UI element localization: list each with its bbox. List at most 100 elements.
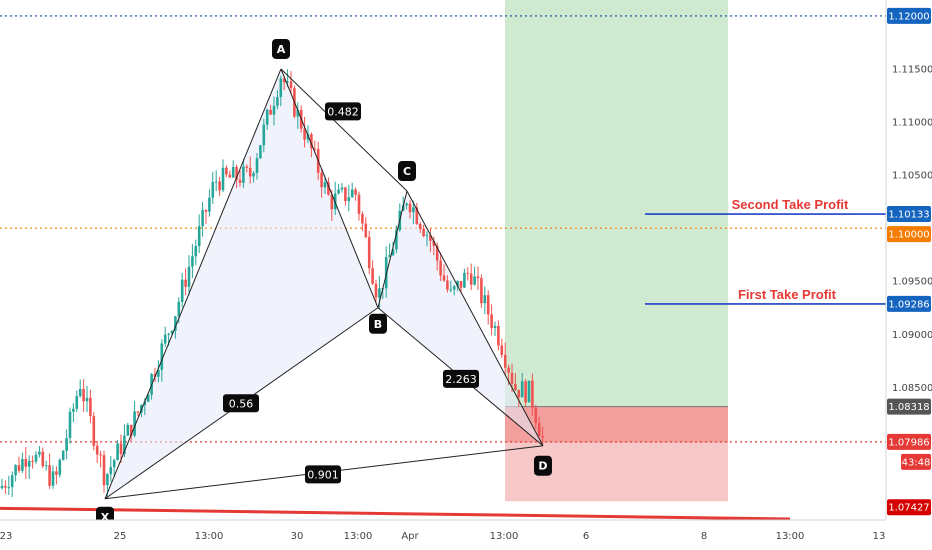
candle <box>231 160 235 178</box>
candles <box>0 69 544 498</box>
candle <box>429 228 432 253</box>
candle <box>405 202 408 210</box>
candle <box>61 449 65 461</box>
trendline[interactable] <box>0 506 791 521</box>
candle <box>415 202 419 226</box>
candle <box>537 416 541 437</box>
svg-text:43:48: 43:48 <box>902 457 931 468</box>
svg-text:0.901: 0.901 <box>307 468 339 481</box>
candle <box>72 403 75 423</box>
candle <box>279 75 283 107</box>
candle <box>218 176 221 197</box>
candle <box>201 202 204 237</box>
price-tag: 1.10000 <box>887 226 931 243</box>
candle <box>112 458 116 478</box>
candle <box>245 164 249 173</box>
time-tick: 25 <box>114 531 127 542</box>
candle <box>432 236 436 256</box>
candle <box>354 187 357 201</box>
candle <box>412 200 415 225</box>
candle <box>51 465 55 489</box>
candle <box>34 451 38 464</box>
ratio-label[interactable]: 0.56 <box>223 394 259 413</box>
time-tick: 13:00 <box>195 531 224 542</box>
pattern-line-cd[interactable] <box>406 190 544 446</box>
time-tick: 13 <box>873 531 886 542</box>
take-profit-lines: Second Take Profit First Take Profit <box>645 197 886 305</box>
pattern-line-bc[interactable] <box>377 190 408 308</box>
svg-text:2.263: 2.263 <box>445 373 477 386</box>
candle <box>92 411 96 451</box>
price-tick: 1.09500 <box>892 277 932 288</box>
price-tick: 1.09000 <box>892 330 932 341</box>
time-tick: 30 <box>291 531 304 542</box>
time-tick: 23 <box>0 531 12 542</box>
candle <box>265 108 269 130</box>
pattern-line-xa[interactable] <box>104 68 282 499</box>
candle <box>490 304 493 336</box>
ratio-label[interactable]: 0.482 <box>325 102 361 121</box>
candle <box>446 275 449 293</box>
pattern-point-d[interactable]: D <box>534 455 552 476</box>
svg-text:1.08318: 1.08318 <box>888 402 929 413</box>
candle <box>55 466 58 485</box>
ratio-label[interactable]: 0.901 <box>305 465 341 484</box>
pattern-point-b[interactable]: B <box>369 313 387 334</box>
candle <box>65 429 68 460</box>
pattern-fill <box>105 68 543 499</box>
candle <box>7 475 11 495</box>
svg-text:D: D <box>538 460 547 473</box>
candle <box>102 450 106 493</box>
price-tag: 1.07427 <box>887 499 931 516</box>
candle <box>255 153 259 180</box>
candle <box>493 321 497 337</box>
candle <box>14 464 17 482</box>
pattern-point-c[interactable]: C <box>398 161 416 182</box>
take-profit-label: Second Take Profit <box>732 197 849 212</box>
svg-text:X: X <box>101 511 110 524</box>
pattern-point-a[interactable]: A <box>272 38 290 59</box>
price-axis[interactable] <box>885 0 932 520</box>
candle <box>262 118 266 153</box>
candle <box>4 480 7 494</box>
candle <box>442 264 446 282</box>
candle <box>24 447 28 480</box>
svg-text:B: B <box>374 318 382 331</box>
candle <box>276 90 279 110</box>
candle <box>248 156 252 184</box>
svg-text:C: C <box>403 165 411 178</box>
price-tag: 1.10133 <box>887 206 931 223</box>
time-axis[interactable] <box>0 519 932 550</box>
candle <box>180 272 184 308</box>
candle <box>364 217 368 239</box>
candle <box>486 290 490 325</box>
candle <box>0 478 4 490</box>
candle <box>191 244 194 278</box>
candle <box>82 379 85 413</box>
candle <box>476 266 480 290</box>
profit-zone <box>505 0 728 407</box>
candle <box>136 410 140 417</box>
svg-text:1.07986: 1.07986 <box>888 437 929 448</box>
ratio-label[interactable]: 2.263 <box>443 369 479 388</box>
candle <box>374 279 378 304</box>
candle <box>204 209 208 225</box>
candle <box>58 458 62 478</box>
candle <box>371 260 374 286</box>
price-tag: 43:48 <box>901 453 931 470</box>
candle <box>541 426 544 447</box>
candle <box>252 171 255 183</box>
pattern-line-ac[interactable] <box>280 68 408 192</box>
candle <box>187 255 191 296</box>
candle <box>21 452 24 474</box>
candle <box>439 252 442 281</box>
candle <box>418 222 422 234</box>
pattern-line-ab[interactable] <box>280 68 379 308</box>
svg-text:0.482: 0.482 <box>327 105 359 118</box>
candle <box>340 183 344 193</box>
candle <box>242 158 245 188</box>
ratio-labels: 0.482 0.56 2.263 0.901 <box>223 102 479 484</box>
price-axis-ticks: 1.11500 1.11000 1.10500 1.09500 1.09000 1.085… <box>892 64 932 393</box>
candle <box>75 390 79 413</box>
